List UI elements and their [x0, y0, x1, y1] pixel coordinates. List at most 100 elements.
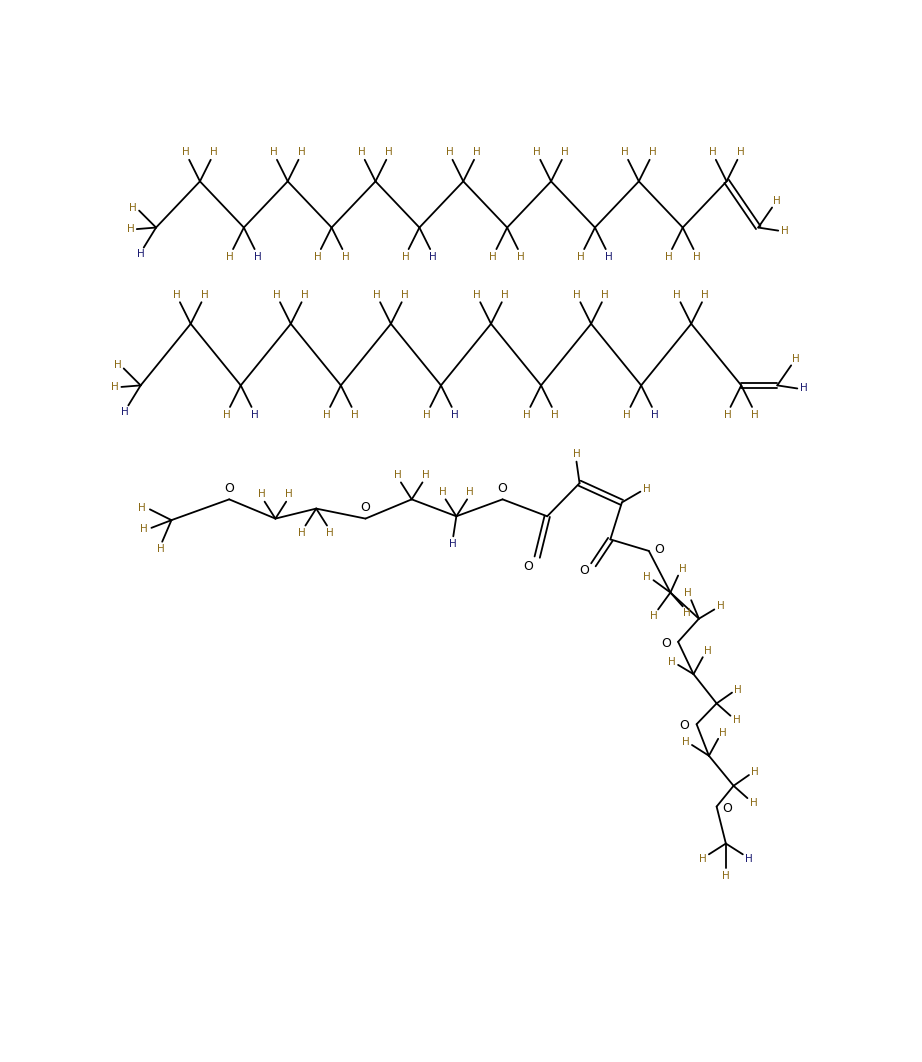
Text: H: H [138, 502, 146, 513]
Text: H: H [709, 147, 716, 157]
Text: H: H [385, 147, 394, 157]
Text: H: H [251, 410, 258, 419]
Text: H: H [173, 290, 181, 299]
Text: H: H [781, 225, 788, 236]
Text: H: H [183, 147, 190, 157]
Text: H: H [573, 290, 581, 299]
Text: H: H [679, 564, 687, 575]
Text: O: O [579, 565, 589, 578]
Text: H: H [439, 486, 446, 497]
Text: H: H [313, 252, 322, 262]
Text: H: H [650, 611, 657, 620]
Text: H: H [223, 410, 230, 419]
Text: H: H [257, 489, 266, 499]
Text: H: H [673, 290, 681, 299]
Text: O: O [723, 802, 732, 815]
Text: H: H [112, 382, 119, 392]
Text: H: H [210, 147, 218, 157]
Text: H: H [751, 767, 759, 777]
Text: H: H [394, 469, 402, 480]
Text: H: H [323, 410, 331, 419]
Text: H: H [226, 252, 234, 262]
Text: H: H [722, 871, 729, 880]
Text: H: H [524, 410, 531, 419]
Text: H: H [683, 607, 692, 617]
Text: H: H [402, 252, 409, 262]
Text: H: H [449, 539, 457, 549]
Text: H: H [201, 290, 208, 299]
Text: O: O [680, 719, 690, 732]
Text: H: H [621, 147, 629, 157]
Text: H: H [737, 147, 744, 157]
Text: H: H [129, 203, 136, 212]
Text: H: H [702, 290, 709, 299]
Text: H: H [561, 147, 569, 157]
Text: H: H [140, 525, 148, 534]
Text: H: H [298, 147, 305, 157]
Text: H: H [451, 410, 458, 419]
Text: O: O [498, 482, 507, 495]
Text: H: H [745, 854, 753, 864]
Text: O: O [224, 482, 234, 495]
Text: H: H [501, 290, 509, 299]
Text: H: H [326, 528, 334, 538]
Text: H: H [773, 196, 781, 206]
Text: H: H [716, 601, 725, 612]
Text: H: H [684, 587, 692, 598]
Text: H: H [286, 489, 293, 499]
Text: H: H [467, 486, 474, 497]
Text: H: H [733, 716, 740, 725]
Text: H: H [517, 252, 525, 262]
Text: H: H [682, 737, 690, 747]
Text: H: H [724, 410, 731, 419]
Text: H: H [703, 646, 711, 656]
Text: H: H [490, 252, 497, 262]
Text: H: H [270, 147, 278, 157]
Text: H: H [750, 798, 758, 808]
Text: H: H [157, 545, 164, 554]
Text: O: O [361, 501, 371, 514]
Text: H: H [601, 290, 609, 299]
Text: H: H [122, 407, 129, 416]
Text: H: H [692, 252, 701, 262]
Text: H: H [577, 252, 585, 262]
Text: H: H [651, 410, 659, 419]
Text: H: H [573, 449, 580, 459]
Text: O: O [661, 637, 670, 650]
Text: H: H [430, 252, 437, 262]
Text: H: H [643, 483, 650, 494]
Text: H: H [623, 410, 632, 419]
Text: H: H [473, 147, 481, 157]
Text: H: H [473, 290, 481, 299]
Text: H: H [113, 360, 122, 371]
Text: H: H [254, 252, 262, 262]
Text: H: H [734, 685, 742, 695]
Text: H: H [401, 290, 408, 299]
Text: H: H [551, 410, 559, 419]
Text: H: H [792, 355, 799, 364]
Text: H: H [301, 290, 309, 299]
Text: H: H [699, 854, 706, 864]
Text: H: H [341, 252, 349, 262]
Text: H: H [126, 224, 135, 234]
Text: H: H [605, 252, 613, 262]
Text: O: O [523, 560, 533, 572]
Text: H: H [421, 469, 430, 480]
Text: H: H [665, 252, 673, 262]
Text: H: H [273, 290, 281, 299]
Text: H: H [358, 147, 365, 157]
Text: H: H [351, 410, 359, 419]
Text: H: H [649, 147, 656, 157]
Text: H: H [533, 147, 541, 157]
Text: H: H [668, 656, 676, 667]
Text: H: H [644, 572, 651, 582]
Text: H: H [373, 290, 381, 299]
Text: O: O [655, 543, 665, 555]
Text: H: H [423, 410, 431, 419]
Text: H: H [445, 147, 454, 157]
Text: H: H [136, 249, 145, 259]
Text: H: H [299, 528, 306, 538]
Text: H: H [799, 383, 808, 393]
Text: H: H [751, 410, 759, 419]
Text: H: H [719, 727, 727, 738]
